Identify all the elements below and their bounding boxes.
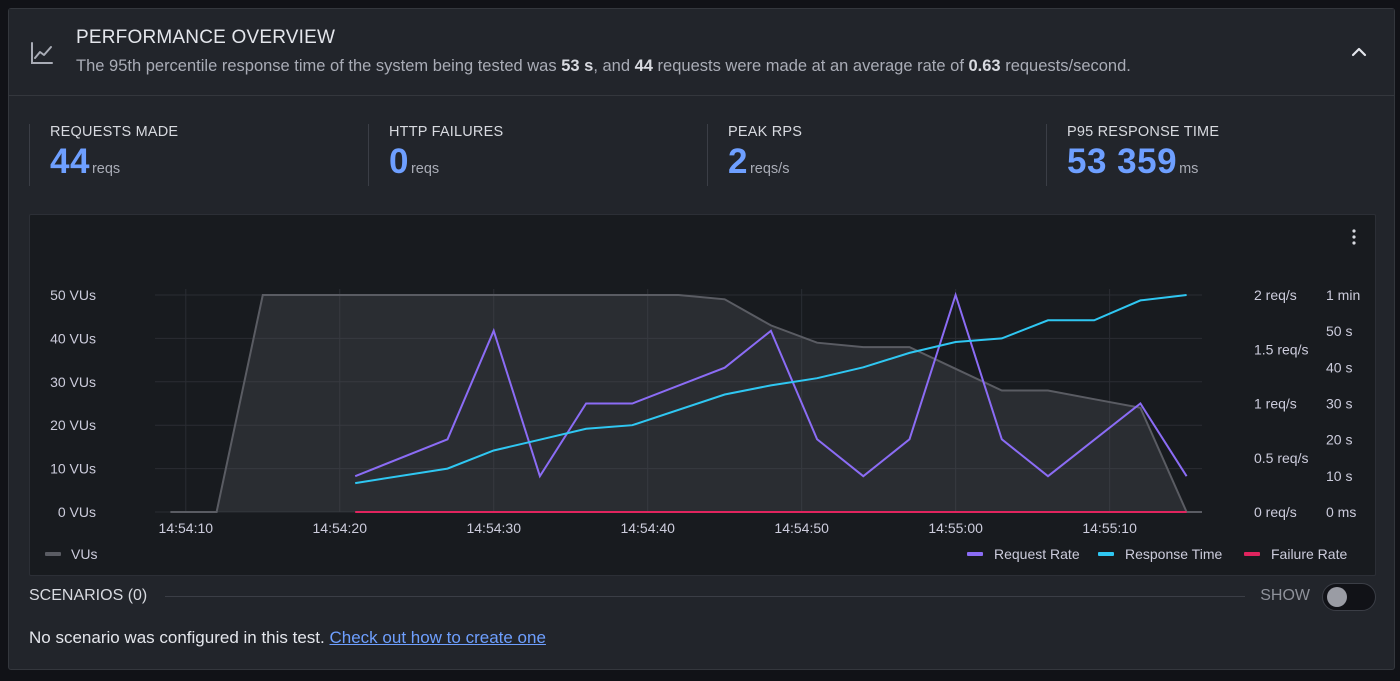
x-axis-tick-label: 14:55:00: [928, 520, 983, 536]
y-axis-left-tick-label: 10 VUs: [50, 461, 96, 477]
stat-label: P95 RESPONSE TIME: [1067, 124, 1220, 140]
legend-swatch-failure-rate: [1244, 552, 1260, 556]
legend-label-failure-rate: Failure Rate: [1271, 546, 1347, 562]
y-axis-left-tick-label: 50 VUs: [50, 287, 96, 303]
stat-value: 44: [50, 142, 90, 181]
stat-label: HTTP FAILURES: [389, 124, 504, 140]
divider: [165, 596, 1245, 597]
y-axis-response-time-tick-label: 30 s: [1326, 396, 1352, 412]
y-axis-response-time-tick-label: 50 s: [1326, 323, 1352, 339]
x-axis-tick-label: 14:54:20: [313, 520, 368, 536]
y-axis-request-rate-tick-label: 1 req/s: [1254, 396, 1297, 412]
performance-overview-panel: PERFORMANCE OVERVIEW The 95th percentile…: [8, 8, 1395, 670]
stat-value: 53 359: [1067, 142, 1178, 181]
legend-label-vus: VUs: [71, 546, 97, 562]
y-axis-left-tick-label: 40 VUs: [50, 330, 96, 346]
stat-unit: reqs/s: [749, 161, 790, 177]
stat-unit: ms: [1179, 161, 1199, 177]
stat-label: REQUESTS MADE: [50, 124, 179, 140]
y-axis-request-rate-tick-label: 0.5 req/s: [1254, 450, 1308, 466]
scenarios-label: SCENARIOS (0): [29, 587, 148, 604]
page-title: PERFORMANCE OVERVIEW: [76, 27, 336, 48]
summary-mid: , and: [593, 57, 635, 75]
stats-row: REQUESTS MADE 44 reqs HTTP FAILURES 0 reqs…: [29, 119, 1379, 189]
series-request-rate-line: [354, 291, 1188, 479]
y-axis-response-time-tick-label: 1 min: [1326, 287, 1360, 303]
show-scenarios-toggle[interactable]: [1322, 583, 1376, 611]
series-vus-line: [170, 294, 1202, 513]
stat-unit: reqs: [410, 161, 440, 177]
scenarios-row: SCENARIOS (0) SHOW: [29, 583, 1376, 613]
message-text: No scenario was configured in this test.: [29, 628, 325, 647]
summary-requests: 44: [634, 57, 653, 75]
summary-mid2: requests were made at an average rate of: [652, 57, 969, 75]
legend-label-request-rate: Request Rate: [994, 546, 1080, 562]
x-axis-tick-label: 14:54:40: [620, 520, 675, 536]
legend-label-response-time: Response Time: [1125, 546, 1222, 562]
summary-p95: 53 s: [561, 57, 594, 75]
stat-http-failures: HTTP FAILURES 0 reqs: [368, 124, 503, 186]
y-axis-response-time-tick-label: 40 s: [1326, 359, 1352, 375]
stat-value: 0: [389, 142, 409, 181]
series-response-time-line: [355, 294, 1187, 485]
legend-swatch-vus: [45, 552, 61, 556]
stat-requests-made: REQUESTS MADE 44 reqs: [29, 124, 178, 186]
chevron-up-icon[interactable]: [1348, 41, 1370, 63]
stat-p95-response-time: P95 RESPONSE TIME 53 359 ms: [1046, 124, 1219, 186]
y-axis-request-rate-tick-label: 0 req/s: [1254, 504, 1297, 520]
panel-header[interactable]: PERFORMANCE OVERVIEW The 95th percentile…: [9, 9, 1394, 96]
x-axis-tick-label: 14:55:10: [1082, 520, 1137, 536]
y-axis-left-tick-label: 0 VUs: [58, 504, 96, 520]
toggle-knob: [1327, 587, 1347, 607]
summary-rate: 0.63: [968, 57, 1001, 75]
x-axis-tick-label: 14:54:10: [159, 520, 214, 536]
no-scenario-message: No scenario was configured in this test.…: [29, 628, 546, 648]
x-axis-tick-label: 14:54:50: [774, 520, 829, 536]
summary-prefix: The 95th percentile response time of the…: [76, 57, 562, 75]
summary-suffix: requests/second.: [1000, 57, 1131, 75]
series-vus-area: [170, 295, 1202, 512]
legend-swatch-request-rate: [967, 552, 983, 556]
chart-canvas: 0 VUs 10 VUs 20 VUs 30 VUs 40 VUs 50 VUs 0 req…: [45, 287, 1360, 562]
y-axis-left-tick-label: 30 VUs: [50, 374, 96, 390]
stat-unit: reqs: [91, 161, 121, 177]
y-axis-response-time-tick-label: 0 ms: [1326, 504, 1356, 520]
legend-swatch-response-time: [1098, 552, 1114, 556]
create-scenario-link[interactable]: Check out how to create one: [329, 628, 546, 647]
stat-peak-rps: PEAK RPS 2 reqs/s: [707, 124, 802, 186]
y-axis-request-rate-tick-label: 1.5 req/s: [1254, 341, 1308, 357]
show-toggle-label: SHOW: [1260, 587, 1310, 604]
performance-summary: The 95th percentile response time of the…: [76, 57, 1131, 76]
performance-chart: 0 VUs 10 VUs 20 VUs 30 VUs 40 VUs 50 VUs 0 req…: [29, 214, 1376, 576]
more-vertical-icon[interactable]: [1347, 227, 1361, 247]
stat-label: PEAK RPS: [728, 124, 803, 140]
y-axis-response-time-tick-label: 10 s: [1326, 468, 1352, 484]
y-axis-left-tick-label: 20 VUs: [50, 417, 96, 433]
stat-value: 2: [728, 142, 748, 181]
y-axis-response-time-tick-label: 20 s: [1326, 432, 1352, 448]
x-axis-tick-label: 14:54:30: [466, 520, 521, 536]
y-axis-request-rate-tick-label: 2 req/s: [1254, 287, 1297, 303]
trend-chart-icon: [31, 42, 53, 64]
